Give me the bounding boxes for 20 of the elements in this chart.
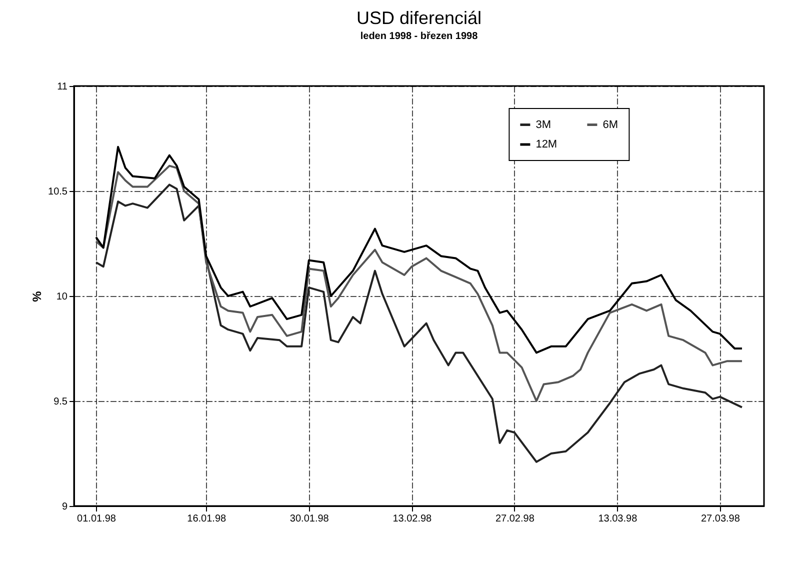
x-tick-label: 30.01.98 — [290, 514, 330, 524]
chart-subtitle: leden 1998 - březen 1998 — [360, 31, 478, 42]
y-tick-label: 10 — [56, 292, 68, 302]
x-tick-label: 27.03.98 — [700, 514, 740, 524]
line-series — [95, 184, 743, 463]
y-tick-label: 10.5 — [48, 186, 68, 198]
x-tick-label: 13.03.98 — [598, 514, 638, 524]
chart-title: USD diferenciál — [356, 8, 482, 28]
x-tick-label: 16.01.98 — [187, 514, 227, 524]
line-series — [95, 164, 743, 402]
x-tick-label: 13.02.98 — [392, 514, 432, 524]
x-tick-label: 01.01.98 — [77, 514, 116, 524]
y-tick-label: 11 — [57, 82, 68, 92]
legend-label: 12M — [536, 138, 558, 150]
y-tick-label: 9.5 — [54, 396, 68, 408]
y-tick-label: 9 — [62, 502, 68, 512]
x-tick-label: 27.02.98 — [495, 514, 535, 524]
legend-label: 6M — [602, 118, 618, 131]
y-axis-title: % — [30, 290, 44, 302]
legend-label: 3M — [536, 118, 551, 131]
